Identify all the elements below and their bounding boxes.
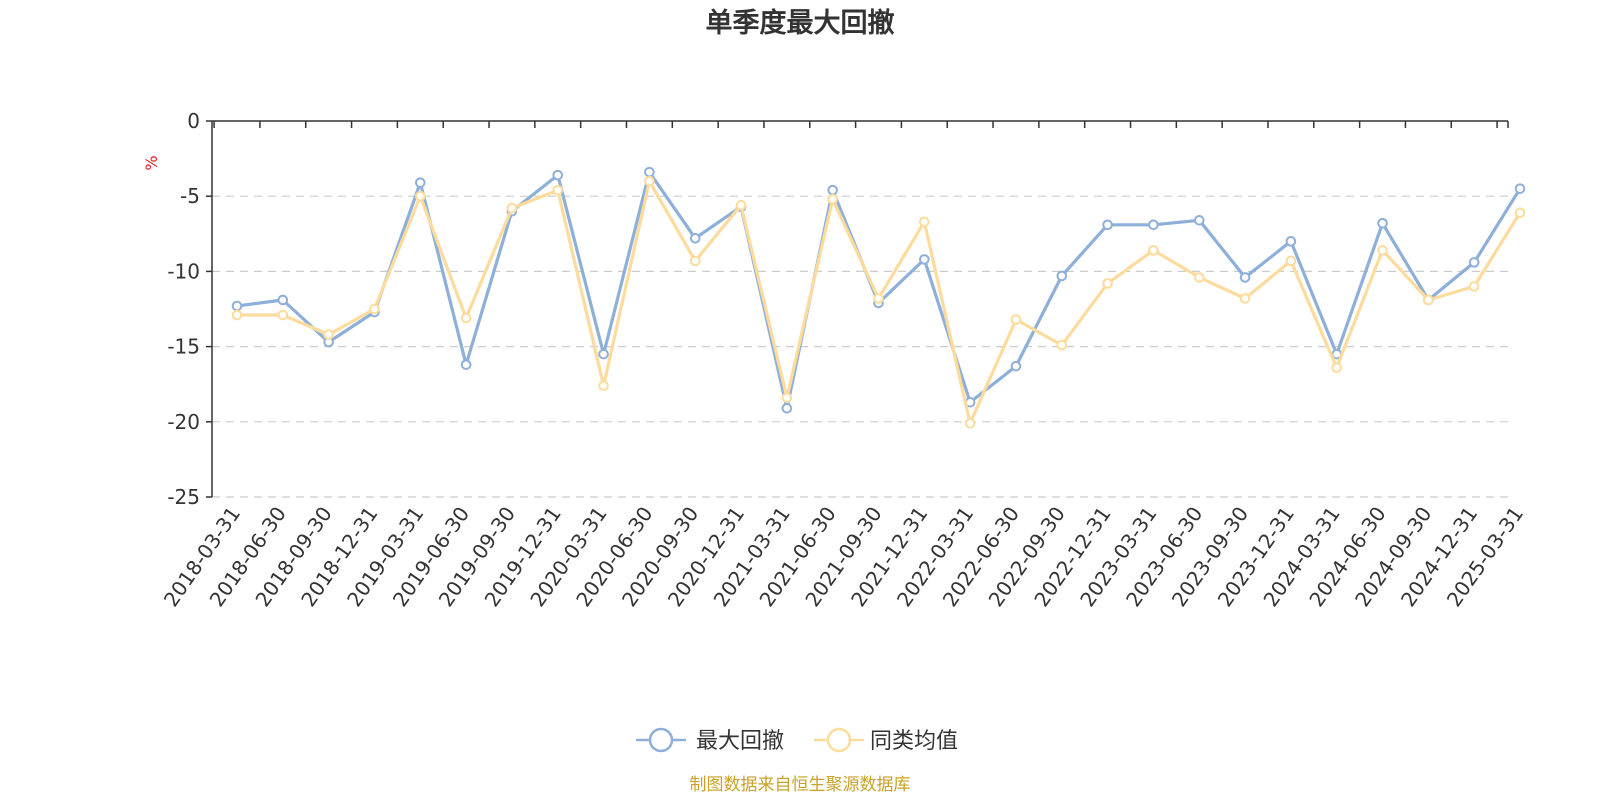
- series-2: [231, 175, 1526, 429]
- data-point[interactable]: [919, 216, 930, 228]
- y-tick-label: -5: [180, 184, 200, 208]
- data-point[interactable]: [689, 255, 701, 267]
- data-point[interactable]: [1285, 255, 1297, 267]
- data-point[interactable]: [1010, 360, 1022, 372]
- data-point[interactable]: [598, 348, 609, 360]
- data-point[interactable]: [644, 175, 655, 187]
- series-line: [236, 170, 1522, 410]
- data-point[interactable]: [1468, 281, 1480, 292]
- data-point[interactable]: [1468, 257, 1480, 268]
- legend-label: 最大回撤: [696, 729, 784, 754]
- chart-title: 单季度最大回撤: [706, 7, 895, 39]
- data-point[interactable]: [644, 166, 655, 178]
- data-point[interactable]: [231, 300, 243, 312]
- data-point[interactable]: [598, 380, 609, 392]
- legend-label: 同类均值: [870, 729, 958, 754]
- series-1: [231, 166, 1526, 414]
- data-point[interactable]: [1239, 272, 1251, 283]
- data-point[interactable]: [781, 402, 793, 414]
- data-point[interactable]: [1102, 219, 1113, 231]
- data-point[interactable]: [1377, 245, 1388, 256]
- grid-lines: [212, 195, 1508, 498]
- y-tick-label: -15: [167, 335, 200, 359]
- source-note: 制图数据来自恒生聚源数据库: [690, 775, 911, 795]
- data-point[interactable]: [919, 254, 930, 265]
- data-point[interactable]: [1514, 207, 1526, 219]
- data-point[interactable]: [781, 392, 793, 404]
- data-point[interactable]: [873, 293, 884, 304]
- series-layer: [231, 166, 1526, 429]
- y-tick-label: -25: [167, 485, 200, 509]
- axes: 0-5-10-15-20-252018-03-312018-06-302018-…: [159, 109, 1528, 611]
- data-point[interactable]: [277, 309, 289, 321]
- y-axis-unit: %: [142, 155, 161, 170]
- data-point[interactable]: [735, 199, 747, 211]
- data-point[interactable]: [277, 294, 289, 306]
- y-tick-label: 0: [187, 109, 200, 133]
- data-point[interactable]: [552, 184, 564, 196]
- data-point[interactable]: [1331, 362, 1343, 373]
- data-point[interactable]: [1102, 278, 1113, 289]
- data-point[interactable]: [827, 193, 838, 205]
- data-point[interactable]: [369, 303, 380, 315]
- data-point[interactable]: [1285, 236, 1297, 247]
- data-point[interactable]: [231, 309, 243, 321]
- data-point[interactable]: [964, 418, 976, 429]
- data-point[interactable]: [1514, 183, 1526, 194]
- data-point[interactable]: [323, 329, 334, 340]
- data-point[interactable]: [827, 184, 838, 196]
- data-point[interactable]: [1239, 293, 1251, 304]
- data-point[interactable]: [1148, 245, 1159, 256]
- data-point[interactable]: [1193, 214, 1205, 226]
- data-point[interactable]: [1056, 339, 1068, 351]
- data-point[interactable]: [414, 190, 426, 202]
- data-point[interactable]: [506, 202, 518, 214]
- legend[interactable]: 最大回撤 同类均值: [636, 727, 958, 754]
- data-point[interactable]: [689, 233, 701, 244]
- data-point[interactable]: [460, 359, 472, 370]
- data-point[interactable]: [1010, 314, 1022, 325]
- data-point[interactable]: [1193, 272, 1205, 283]
- legend-item-1[interactable]: 最大回撤: [636, 727, 784, 754]
- data-point[interactable]: [1377, 217, 1388, 229]
- legend-item-2[interactable]: 同类均值: [814, 727, 958, 754]
- y-tick-label: -10: [167, 259, 200, 283]
- y-tick-label: -20: [167, 410, 200, 434]
- data-point[interactable]: [552, 169, 564, 181]
- data-point[interactable]: [1423, 294, 1434, 306]
- data-point[interactable]: [1056, 270, 1068, 282]
- data-point[interactable]: [1148, 219, 1159, 231]
- data-point[interactable]: [460, 312, 472, 324]
- legend-marker: [826, 727, 852, 753]
- data-point[interactable]: [414, 177, 426, 188]
- legend-marker: [648, 727, 674, 753]
